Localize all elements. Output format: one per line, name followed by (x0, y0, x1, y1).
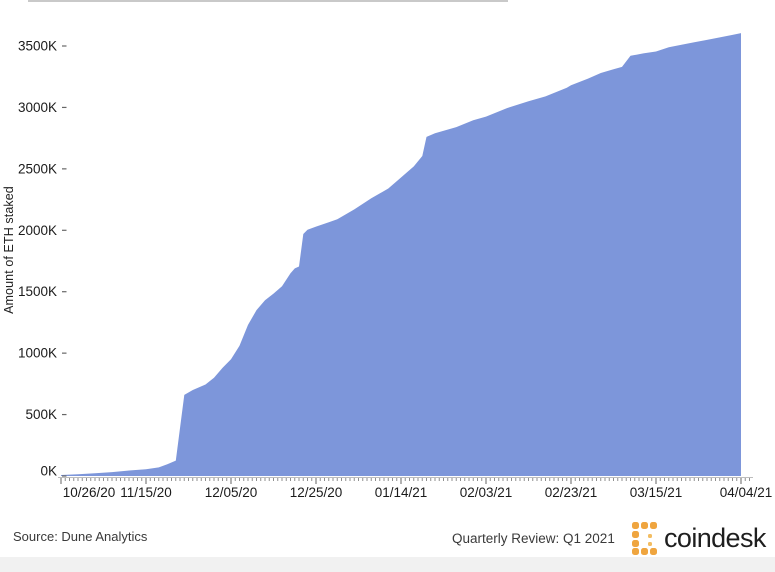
x-tick-label: 11/15/20 (120, 485, 172, 500)
x-tick-label: 03/15/21 (630, 485, 683, 500)
top-edge-artifact (28, 0, 508, 2)
y-tick-label: 3000K (18, 100, 57, 115)
y-tick-label: 2000K (18, 223, 57, 238)
coindesk-wordmark: coindesk (664, 522, 766, 553)
x-tick-label: 12/25/20 (290, 485, 343, 500)
x-tick-label: 01/14/21 (375, 485, 428, 500)
source-credit: Source: Dune Analytics (13, 529, 148, 544)
staked-eth-area (61, 33, 741, 476)
coindesk-icon (632, 521, 659, 555)
eth-staked-area-chart: 10/26/20 11/15/20 12/05/20 12/25/20 01/14/21… (18, 33, 773, 500)
y-tick-label: 500K (25, 407, 57, 422)
x-tick-label: 12/05/20 (205, 485, 258, 500)
x-tick-label: 10/26/20 (63, 485, 116, 500)
y-tick-label: 1500K (18, 284, 57, 299)
y-tick-label: 0K (40, 464, 57, 479)
x-tick-label: 02/23/21 (545, 485, 598, 500)
x-tick-label: 04/04/21 (720, 485, 773, 500)
y-tick-label: 3500K (18, 39, 57, 54)
coindesk-logo: coindesk (632, 521, 766, 555)
bottom-band (0, 557, 775, 572)
y-tick-label: 1000K (18, 346, 57, 361)
report-label: Quarterly Review: Q1 2021 (452, 531, 615, 546)
x-tick-label: 02/03/21 (460, 485, 513, 500)
y-tick-label: 2500K (18, 161, 57, 176)
